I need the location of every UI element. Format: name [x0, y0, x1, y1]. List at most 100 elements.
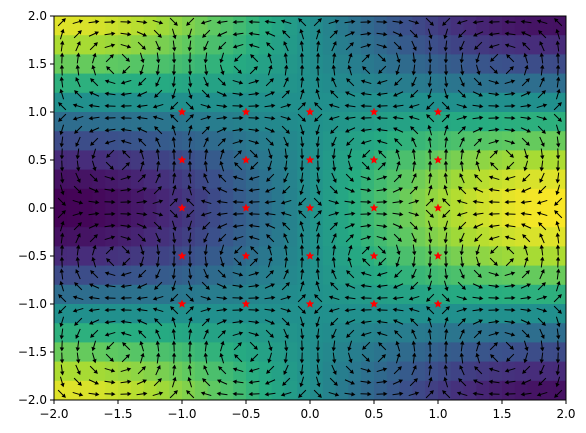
quiver-arrow: [298, 210, 307, 219]
quiver-arrow: [315, 256, 321, 268]
quiver-arrow: [472, 307, 484, 312]
quiver-arrow: [120, 92, 132, 97]
heatmap-cell: [79, 361, 93, 382]
quiver-arrow: [266, 42, 275, 51]
quiver-arrow: [203, 40, 209, 52]
heatmap-cell: [92, 92, 106, 113]
heatmap-cell: [438, 35, 452, 55]
heatmap-cell: [476, 112, 490, 132]
quiver-arrow: [425, 209, 434, 218]
quiver-arrow: [376, 307, 388, 313]
quiver-arrow: [346, 270, 355, 279]
quiver-arrow: [232, 271, 244, 277]
heatmap-cell: [297, 150, 311, 171]
heatmap-cell: [92, 35, 106, 55]
heatmap-cell: [182, 380, 196, 400]
quiver-arrow: [344, 392, 356, 397]
quiver-arrow: [300, 76, 305, 88]
heatmap-cell: [258, 380, 273, 400]
quiver-arrow: [360, 235, 372, 241]
heatmap-cell: [130, 227, 145, 247]
heatmap-cell: [374, 380, 388, 400]
heatmap-cell: [476, 131, 490, 151]
quiver-arrow: [504, 367, 516, 373]
heatmap-cell: [130, 342, 145, 363]
quiver-arrow: [315, 148, 321, 160]
quiver-arrow: [187, 376, 193, 388]
star-marker: [177, 251, 187, 260]
quiver-arrow: [232, 115, 244, 121]
heatmap-cell: [271, 323, 285, 343]
quiver-arrow: [104, 307, 116, 313]
quiver-arrow: [201, 126, 210, 135]
quiver-arrow: [313, 18, 322, 27]
quiver-arrow: [344, 211, 356, 216]
quiver-arrow: [104, 211, 116, 217]
heatmap-cell: [258, 73, 273, 94]
quiver-arrow: [378, 342, 387, 351]
heatmap-cell: [348, 150, 362, 171]
quiver-arrow: [330, 90, 339, 99]
y-tick-label: −2.0: [18, 393, 47, 407]
quiver-arrow: [136, 91, 148, 97]
quiver-arrow: [59, 148, 65, 160]
heatmap-cell: [130, 54, 145, 75]
heatmap-cell: [105, 16, 119, 36]
heatmap-cell: [361, 380, 375, 400]
heatmap-cell: [348, 323, 362, 343]
quiver-arrow: [395, 52, 401, 64]
star-marker: [305, 203, 315, 212]
heatmap-cell: [335, 246, 349, 267]
quiver-arrow: [248, 320, 260, 325]
quiver-arrow: [427, 136, 432, 148]
quiver-arrow: [219, 160, 225, 172]
quiver-arrow: [520, 223, 532, 229]
quiver-arrow: [187, 160, 193, 172]
heatmap-cell: [335, 380, 349, 400]
quiver-arrow: [172, 40, 177, 52]
quiver-arrow: [153, 29, 162, 38]
quiver-arrow: [60, 232, 65, 244]
quiver-arrow: [264, 103, 276, 108]
quiver-arrow: [376, 139, 388, 145]
quiver-arrow: [332, 352, 337, 364]
quiver-arrow: [299, 280, 305, 292]
heatmap-cell: [489, 112, 503, 132]
quiver-arrow: [171, 64, 177, 76]
x-tick-label: 2.0: [556, 407, 575, 421]
heatmap-cell: [438, 265, 452, 286]
heatmap-cell: [310, 323, 324, 343]
heatmap-cell: [361, 92, 375, 113]
star-marker: [305, 155, 315, 164]
quiver-arrow: [346, 137, 355, 146]
quiver-arrow: [521, 137, 530, 146]
quiver-arrow: [139, 256, 145, 268]
quiver-arrow: [520, 200, 532, 205]
quiver-arrow: [120, 187, 132, 192]
quiver-arrow: [74, 282, 83, 291]
heatmap-cell: [182, 169, 196, 190]
quiver-arrow: [232, 307, 244, 313]
quiver-arrow: [267, 352, 273, 364]
heatmap-cell: [156, 131, 170, 151]
quiver-arrow: [171, 52, 177, 64]
quiver-arrow: [443, 40, 448, 52]
heatmap-cell: [374, 188, 388, 209]
heatmap-cell: [463, 323, 477, 343]
quiver-arrow: [75, 64, 80, 76]
quiver-arrow: [443, 184, 449, 196]
quiver-arrow: [280, 199, 292, 205]
quiver-arrow: [460, 148, 465, 160]
heatmap-cell: [194, 150, 209, 171]
heatmap-cell: [169, 150, 183, 171]
x-tick-label: −1.5: [103, 407, 132, 421]
quiver-arrow: [315, 28, 321, 40]
heatmap-cell: [553, 361, 566, 382]
quiver-arrow: [76, 244, 81, 256]
quiver-arrow: [328, 199, 340, 205]
quiver-arrow: [104, 320, 116, 325]
heatmap-cell: [540, 112, 554, 132]
heatmap-cell: [540, 73, 554, 94]
quiver-arrow: [536, 199, 548, 205]
quiver-arrow: [250, 161, 259, 170]
